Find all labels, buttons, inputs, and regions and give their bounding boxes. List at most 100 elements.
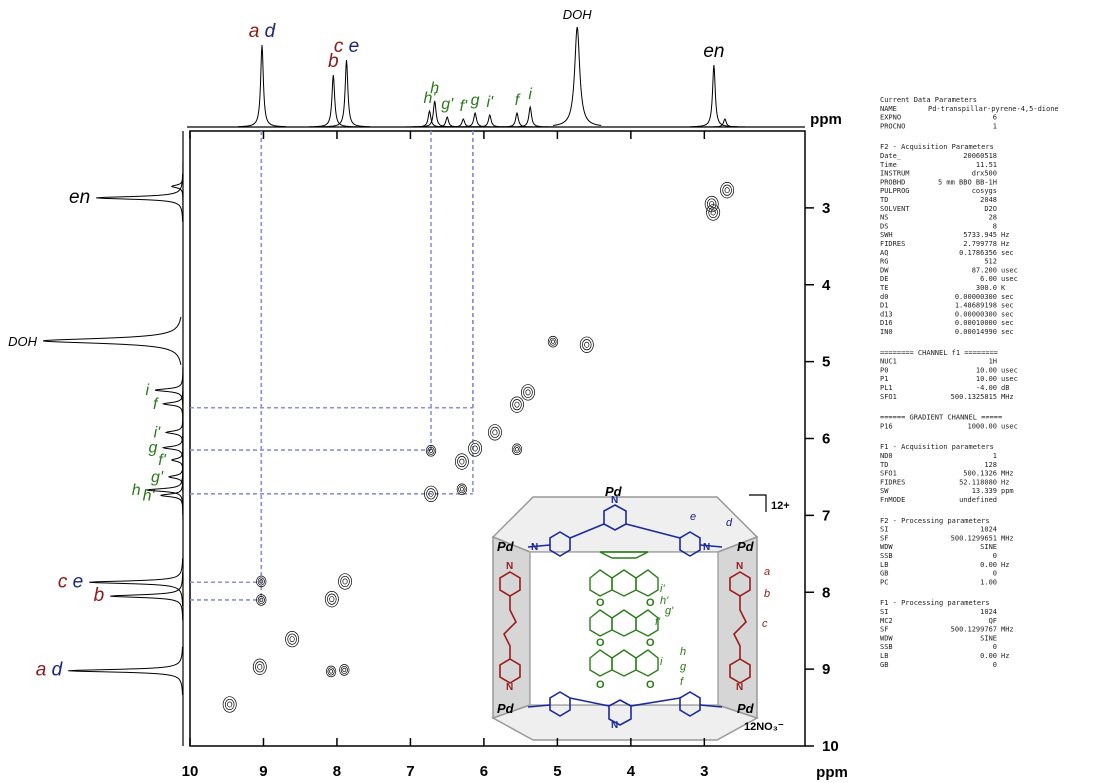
param-value: 1.00 — [980, 578, 997, 586]
param-value: 20060518 — [963, 152, 997, 160]
host-proton-label: e — [690, 511, 696, 523]
param-value: undefined — [959, 496, 997, 504]
y-axis-label: ppm — [810, 111, 842, 128]
x-tick-label: 4 — [627, 763, 636, 780]
param-unit: ppm — [1001, 487, 1014, 495]
param-key: FnMODE — [880, 496, 905, 504]
param-value: -4.00 — [976, 384, 997, 392]
label-part: d — [265, 21, 277, 42]
label-part: DOH — [563, 7, 593, 22]
param-unit: sec — [1001, 319, 1014, 327]
contour — [493, 430, 497, 435]
x-tick-label: 5 — [553, 763, 561, 780]
nitrogen-label: N — [531, 542, 538, 553]
param-unit: MHz — [1001, 470, 1014, 478]
label-part: i' — [486, 94, 494, 111]
param-key: TE — [880, 284, 888, 292]
contour — [551, 340, 554, 344]
y-tick-label: 5 — [822, 354, 830, 371]
contour — [341, 666, 347, 673]
param-key: SWH — [880, 231, 893, 239]
contour — [515, 447, 518, 451]
host-proton-label: b — [764, 588, 770, 600]
oxygen-label: O — [596, 679, 605, 691]
param-value: SINE — [980, 543, 997, 551]
contour — [290, 637, 294, 642]
x-tick-label: 8 — [333, 763, 341, 780]
peak-label-side: g — [148, 440, 157, 457]
top-peak — [493, 113, 541, 127]
param-key: D16 — [880, 319, 893, 327]
oxygen-label: O — [646, 597, 655, 609]
param-unit: MHz — [1001, 626, 1014, 634]
figure: PdPdPdPdPdNNNNNNNNOOOOOOabcdei'h'g'f'ihg… — [0, 0, 1094, 783]
param-key: RG — [880, 258, 888, 266]
param-unit: usec — [1001, 366, 1018, 374]
param-key: PC — [880, 578, 888, 586]
nitrogen-label: N — [611, 495, 618, 506]
contour — [341, 576, 350, 586]
param-key: INSTRUM — [880, 170, 910, 178]
param-unit: usec — [1001, 275, 1018, 283]
contour — [330, 597, 334, 602]
label-part: f — [515, 92, 521, 109]
side-peak — [96, 174, 182, 222]
param-unit: Hz — [1001, 240, 1009, 248]
cross-peak — [455, 454, 468, 470]
param-value: 0 — [993, 570, 997, 578]
param-value: Pd-transpillar-pyrene-4,5-dione — [928, 105, 1059, 113]
param-key: DS — [880, 222, 888, 230]
nitrogen-label: N — [736, 682, 743, 693]
param-unit: dB — [1001, 384, 1009, 392]
param-key: PROCNO — [880, 122, 905, 130]
param-value: 1.48689198 — [955, 302, 997, 310]
label-part: a — [249, 21, 260, 42]
contour — [585, 342, 589, 347]
param-key: FIDRES — [880, 240, 905, 248]
cross-peak — [580, 337, 593, 353]
label-part: DOH — [8, 334, 38, 349]
param-key: P0 — [880, 366, 888, 374]
contour — [725, 188, 729, 193]
param-unit: usec — [1001, 266, 1018, 274]
param-key: SOLVENT — [880, 205, 910, 213]
label-part: a — [36, 660, 47, 681]
param-key: EXPNO — [880, 114, 901, 122]
label-part: f' — [158, 452, 166, 469]
param-unit: Hz — [1001, 561, 1009, 569]
param-value: 1000.00 — [967, 422, 997, 430]
param-unit: sec — [1001, 328, 1014, 336]
param-section: ====== GRADIENT CHANNEL ===== — [880, 414, 1002, 422]
param-key: GB — [880, 661, 888, 669]
label-part: b — [94, 585, 105, 606]
host-proton-label: a — [764, 566, 770, 578]
contour — [513, 399, 522, 409]
contour — [343, 579, 347, 584]
guest-proton-label: f' — [655, 616, 661, 628]
metal-label: Pd — [737, 701, 755, 716]
param-value: 512 — [984, 258, 997, 266]
contour — [255, 662, 264, 672]
param-key: SFO1 — [880, 470, 897, 478]
nitrogen-label: N — [506, 682, 513, 693]
contour — [526, 390, 530, 395]
contour — [457, 456, 466, 466]
param-key: D1 — [880, 302, 888, 310]
peak-label-side: f' — [158, 452, 166, 469]
peak-label-side: a d — [36, 660, 64, 681]
contour — [524, 387, 533, 397]
x-tick-label: 7 — [406, 763, 414, 780]
param-value: 500.1299767 — [951, 626, 997, 634]
param-value: 0.00 — [980, 561, 997, 569]
param-value: drx500 — [972, 170, 997, 178]
peak-label-side: h — [132, 482, 141, 499]
guest-proton-label: g' — [665, 605, 674, 617]
label-part: g' — [151, 469, 164, 486]
param-key: d0 — [880, 293, 888, 301]
peak-label: a d — [249, 21, 277, 42]
param-key: DW — [880, 266, 889, 274]
label-part: g — [471, 92, 480, 109]
peak-label-side: en — [69, 187, 90, 208]
param-unit: usec — [1001, 375, 1018, 383]
param-value: 8 — [993, 222, 997, 230]
